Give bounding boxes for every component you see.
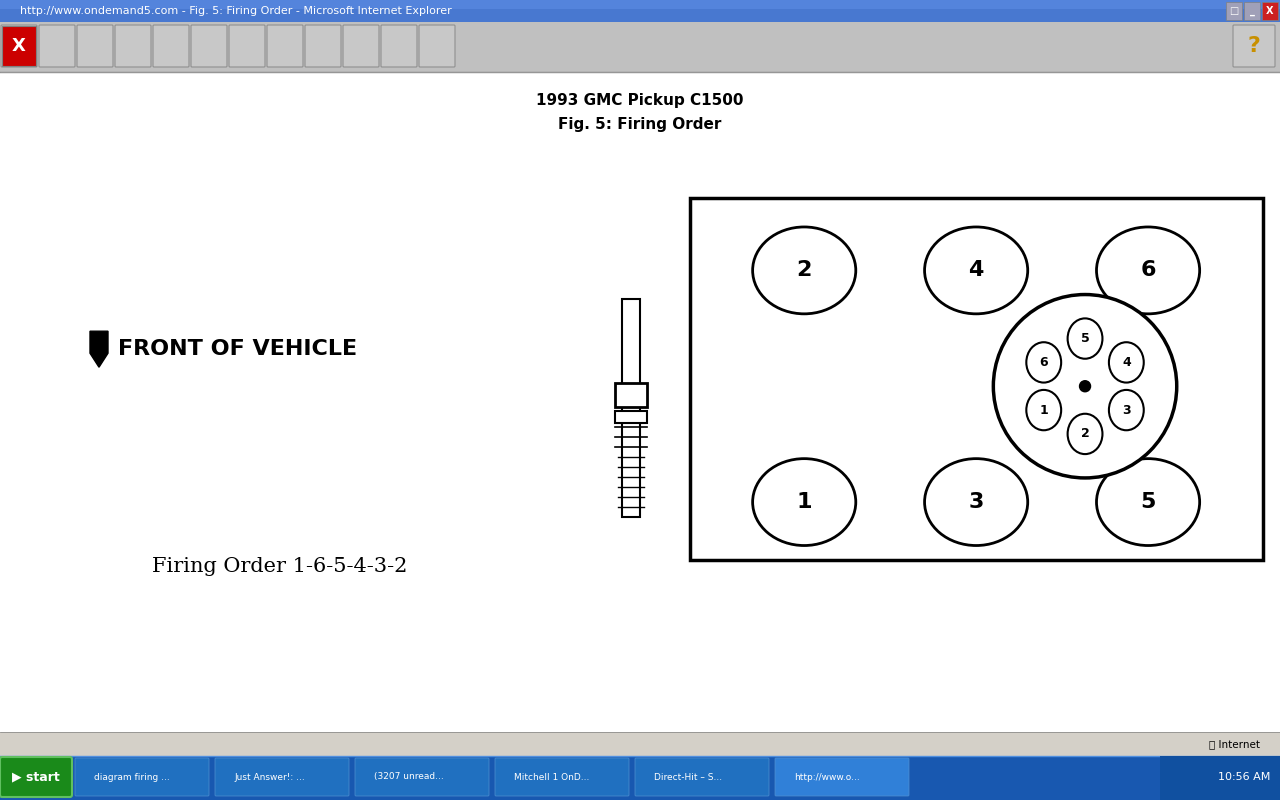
Polygon shape	[90, 331, 108, 367]
Circle shape	[1079, 381, 1091, 392]
Text: X: X	[12, 37, 26, 55]
Text: (3207 unread...: (3207 unread...	[374, 773, 444, 782]
FancyBboxPatch shape	[774, 758, 909, 796]
Ellipse shape	[1108, 342, 1144, 382]
Bar	[0, 0, 1280, 22]
Text: diagram firing ...: diagram firing ...	[93, 773, 170, 782]
FancyBboxPatch shape	[77, 25, 113, 67]
Ellipse shape	[753, 458, 856, 546]
Text: ?: ?	[1248, 36, 1261, 56]
Ellipse shape	[1108, 390, 1144, 430]
FancyBboxPatch shape	[419, 25, 454, 67]
FancyBboxPatch shape	[381, 25, 417, 67]
FancyBboxPatch shape	[38, 25, 76, 67]
Text: 1: 1	[796, 492, 812, 512]
Bar	[3, 26, 36, 66]
Ellipse shape	[993, 294, 1176, 478]
FancyBboxPatch shape	[76, 758, 209, 796]
Text: □: □	[1229, 6, 1239, 16]
FancyBboxPatch shape	[0, 757, 72, 797]
FancyBboxPatch shape	[215, 758, 349, 796]
Text: Mitchell 1 OnD...: Mitchell 1 OnD...	[515, 773, 589, 782]
Bar	[1244, 2, 1260, 20]
Text: Just Answer!: ...: Just Answer!: ...	[234, 773, 305, 782]
Text: Direct-Hit – S...: Direct-Hit – S...	[654, 773, 722, 782]
Text: FRONT OF VEHICLE: FRONT OF VEHICLE	[118, 339, 357, 359]
Bar	[614, 382, 646, 406]
FancyBboxPatch shape	[355, 758, 489, 796]
Text: http://www.o...: http://www.o...	[794, 773, 860, 782]
Text: 4: 4	[1123, 356, 1130, 369]
Text: X: X	[1266, 6, 1274, 16]
Text: ▶ start: ▶ start	[12, 770, 60, 783]
Ellipse shape	[924, 458, 1028, 546]
FancyBboxPatch shape	[1, 25, 37, 67]
Text: 1993 GMC Pickup C1500: 1993 GMC Pickup C1500	[536, 93, 744, 107]
Text: Firing Order 1-6-5-4-3-2: Firing Order 1-6-5-4-3-2	[152, 558, 408, 577]
Ellipse shape	[753, 227, 856, 314]
FancyBboxPatch shape	[115, 25, 151, 67]
Text: _: _	[1249, 6, 1254, 16]
Text: 1: 1	[1039, 403, 1048, 417]
Text: 5: 5	[1140, 492, 1156, 512]
Ellipse shape	[1068, 414, 1102, 454]
Ellipse shape	[1027, 342, 1061, 382]
FancyBboxPatch shape	[1233, 25, 1275, 67]
FancyBboxPatch shape	[495, 758, 628, 796]
Text: http://www.ondemand5.com - Fig. 5: Firing Order - Microsoft Internet Explorer: http://www.ondemand5.com - Fig. 5: Firin…	[20, 6, 452, 16]
Text: 🌐 Internet: 🌐 Internet	[1210, 739, 1260, 749]
Text: 2: 2	[796, 261, 812, 280]
Text: Fig. 5: Firing Order: Fig. 5: Firing Order	[558, 117, 722, 131]
Bar	[690, 198, 1262, 560]
Bar	[1160, 756, 1280, 800]
Bar	[0, 0, 1280, 9]
Bar	[1262, 2, 1277, 20]
Text: 2: 2	[1080, 427, 1089, 441]
Text: 4: 4	[969, 261, 984, 280]
Ellipse shape	[1097, 458, 1199, 546]
Bar	[614, 410, 646, 422]
Text: 6: 6	[1140, 261, 1156, 280]
Ellipse shape	[1068, 318, 1102, 358]
Text: 6: 6	[1039, 356, 1048, 369]
FancyBboxPatch shape	[191, 25, 227, 67]
FancyBboxPatch shape	[268, 25, 303, 67]
Ellipse shape	[1027, 390, 1061, 430]
Bar	[0, 732, 1280, 756]
Text: 3: 3	[1123, 403, 1130, 417]
Bar	[0, 72, 1280, 732]
FancyBboxPatch shape	[635, 758, 769, 796]
FancyBboxPatch shape	[343, 25, 379, 67]
Text: 10:56 AM: 10:56 AM	[1217, 772, 1270, 782]
Text: 3: 3	[969, 492, 984, 512]
FancyBboxPatch shape	[305, 25, 340, 67]
Text: 5: 5	[1080, 332, 1089, 345]
Bar	[1226, 2, 1242, 20]
FancyBboxPatch shape	[154, 25, 189, 67]
Bar	[0, 22, 1280, 72]
FancyBboxPatch shape	[229, 25, 265, 67]
Ellipse shape	[1097, 227, 1199, 314]
Ellipse shape	[924, 227, 1028, 314]
Bar	[622, 299, 640, 517]
Bar	[0, 756, 1280, 800]
